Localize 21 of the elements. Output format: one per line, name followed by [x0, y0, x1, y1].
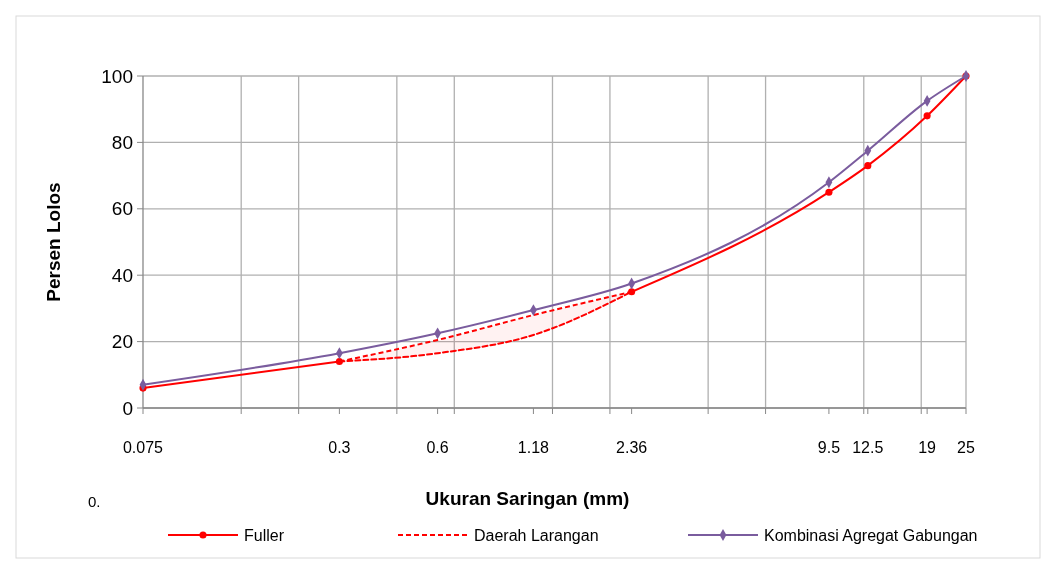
y-tick-label: 20	[111, 331, 133, 353]
y-tick-label: 60	[111, 198, 133, 220]
x-tick-label: 2.36	[616, 439, 648, 456]
legend-label: Fuller	[244, 526, 285, 544]
x-axis-title: Ukuran Saringan (mm)	[425, 488, 630, 509]
x-tick-label: 0.075	[122, 439, 164, 456]
y-tick-label: 100	[101, 65, 133, 87]
legend-label: Daerah Larangan	[474, 526, 599, 544]
y-tick-label: 0	[122, 397, 133, 419]
y-axis-title: Persen Lolos	[43, 182, 64, 302]
legend-label: Kombinasi Agregat Gabungan	[764, 526, 978, 544]
x-tick-label: 1.18	[517, 439, 550, 456]
x-tick-label: 0.6	[426, 439, 449, 456]
text: 0.	[88, 493, 101, 510]
x-tick-label: 19	[918, 439, 937, 456]
x-tick-label: 9.5	[817, 439, 841, 456]
y-tick-label: 80	[111, 132, 133, 154]
y-tick-label: 40	[111, 264, 133, 286]
x-tick-label: 12.5	[852, 439, 884, 456]
x-tick-label: 25	[957, 439, 975, 456]
x-tick-label: 0.3	[328, 439, 351, 456]
